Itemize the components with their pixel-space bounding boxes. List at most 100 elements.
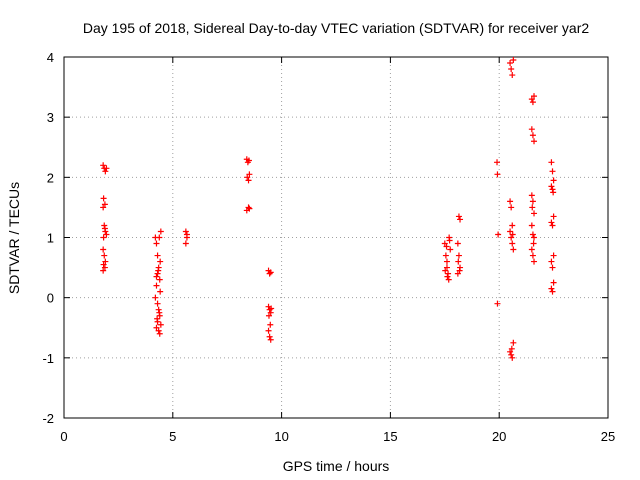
data-point bbox=[445, 276, 452, 283]
data-point bbox=[456, 267, 463, 274]
y-tick-label: 2 bbox=[47, 170, 54, 185]
data-point bbox=[548, 219, 555, 226]
data-point bbox=[156, 330, 163, 337]
y-tick-label: 1 bbox=[47, 231, 54, 246]
data-point bbox=[531, 234, 538, 241]
x-tick-label: 15 bbox=[383, 429, 397, 444]
data-point bbox=[529, 231, 536, 238]
data-point bbox=[447, 246, 454, 253]
data-point bbox=[509, 354, 516, 361]
data-point bbox=[548, 285, 555, 292]
data-point bbox=[508, 345, 515, 352]
data-point bbox=[267, 336, 274, 343]
data-point bbox=[183, 231, 190, 238]
data-point bbox=[549, 186, 556, 193]
data-point bbox=[100, 261, 107, 268]
data-point bbox=[154, 315, 161, 322]
data-point bbox=[549, 288, 556, 295]
data-point bbox=[509, 231, 516, 238]
x-axis-label: GPS time / hours bbox=[283, 458, 390, 474]
data-point bbox=[528, 96, 535, 103]
y-tick-label: -1 bbox=[42, 351, 54, 366]
data-point bbox=[155, 267, 162, 274]
y-tick-label: -2 bbox=[42, 411, 54, 426]
data-point bbox=[182, 228, 189, 235]
data-point bbox=[245, 157, 252, 164]
data-point bbox=[455, 213, 462, 220]
data-point bbox=[245, 204, 252, 211]
data-point bbox=[153, 282, 160, 289]
data-point bbox=[507, 60, 514, 67]
data-point bbox=[509, 240, 516, 247]
data-point bbox=[510, 57, 517, 64]
data-point bbox=[529, 198, 536, 205]
data-point bbox=[246, 205, 253, 212]
data-point bbox=[267, 321, 274, 328]
data-point bbox=[550, 189, 557, 196]
data-point bbox=[508, 204, 515, 211]
grid bbox=[64, 57, 608, 418]
data-point bbox=[528, 126, 535, 133]
data-point bbox=[508, 66, 515, 73]
data-point bbox=[157, 228, 164, 235]
data-point bbox=[154, 252, 161, 259]
y-tick-label: 4 bbox=[47, 50, 54, 65]
data-point bbox=[245, 177, 252, 184]
data-point bbox=[101, 225, 108, 232]
data-point bbox=[152, 294, 159, 301]
data-point bbox=[528, 192, 535, 199]
data-point bbox=[443, 264, 450, 271]
data-points bbox=[100, 57, 557, 361]
data-point bbox=[100, 267, 107, 274]
data-point bbox=[531, 93, 538, 100]
data-point bbox=[549, 222, 556, 229]
data-point bbox=[156, 309, 163, 316]
data-point bbox=[153, 324, 160, 331]
data-point bbox=[444, 273, 451, 280]
data-point bbox=[101, 264, 108, 271]
x-tick-label: 25 bbox=[601, 429, 615, 444]
data-point bbox=[529, 99, 536, 106]
data-point bbox=[549, 168, 556, 175]
data-point bbox=[549, 264, 556, 271]
data-point bbox=[103, 231, 110, 238]
data-point bbox=[157, 321, 164, 328]
data-point bbox=[157, 258, 164, 265]
data-point bbox=[508, 351, 515, 358]
data-point bbox=[531, 258, 538, 265]
data-point bbox=[442, 252, 449, 259]
data-point bbox=[531, 210, 538, 217]
data-point bbox=[454, 270, 461, 277]
data-point bbox=[528, 222, 535, 229]
data-point bbox=[550, 252, 557, 259]
data-point bbox=[101, 201, 108, 208]
data-point bbox=[510, 246, 517, 253]
data-point bbox=[157, 288, 164, 295]
data-point bbox=[154, 300, 161, 307]
data-point bbox=[495, 231, 502, 238]
data-point bbox=[548, 258, 555, 265]
data-point bbox=[100, 246, 107, 253]
data-point bbox=[446, 237, 453, 244]
chart-title: Day 195 of 2018, Sidereal Day-to-day VTE… bbox=[83, 20, 589, 36]
data-point bbox=[246, 171, 253, 178]
data-point bbox=[266, 270, 273, 277]
data-point bbox=[548, 159, 555, 166]
axis-ticks: 0 5 10 15 20 25 -2 -1 0 1 2 3 4 bbox=[42, 50, 615, 444]
data-point bbox=[550, 177, 557, 184]
data-point bbox=[508, 234, 515, 241]
y-axis-label: SDTVAR / TECUs bbox=[6, 182, 22, 294]
data-point bbox=[510, 339, 517, 346]
data-point bbox=[101, 222, 108, 229]
data-point bbox=[509, 222, 516, 229]
data-point bbox=[454, 240, 461, 247]
data-point bbox=[100, 195, 107, 202]
data-point bbox=[455, 252, 462, 259]
data-point bbox=[548, 183, 555, 190]
data-point bbox=[103, 165, 110, 172]
data-point bbox=[507, 228, 514, 235]
data-point bbox=[507, 198, 514, 205]
data-point bbox=[267, 269, 274, 276]
data-point bbox=[443, 258, 450, 265]
